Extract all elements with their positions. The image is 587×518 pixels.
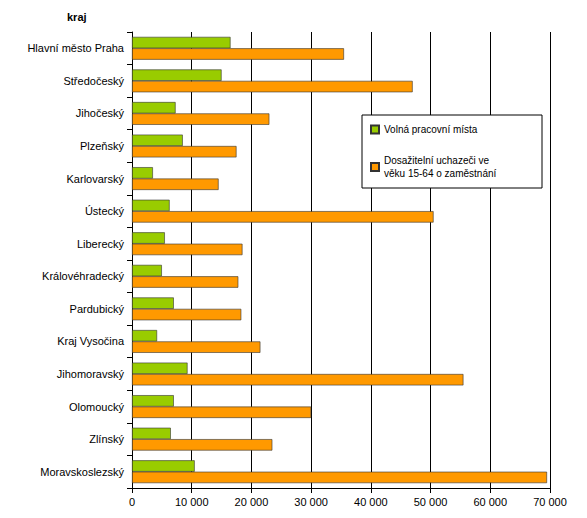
svg-text:Jihočeský: Jihočeský: [76, 107, 125, 119]
svg-text:70 000: 70 000: [533, 496, 567, 508]
svg-text:30 000: 30 000: [294, 496, 328, 508]
svg-text:0: 0: [129, 496, 135, 508]
svg-text:Olomoucký: Olomoucký: [69, 401, 125, 413]
svg-text:Ústecký: Ústecký: [85, 205, 125, 217]
svg-text:Volná pracovní místa: Volná pracovní místa: [384, 124, 478, 135]
svg-text:10 000: 10 000: [175, 496, 209, 508]
svg-text:60 000: 60 000: [473, 496, 507, 508]
svg-text:Středočeský: Středočeský: [63, 75, 124, 87]
svg-text:Moravskoslezský: Moravskoslezský: [40, 466, 124, 478]
svg-text:kraj: kraj: [67, 11, 87, 23]
svg-text:Kraj Vysočina: Kraj Vysočina: [57, 335, 125, 347]
svg-text:Dosažitelní uchazeči ve: Dosažitelní uchazeči ve: [384, 155, 492, 166]
svg-text:věku 15-64 o zaměstnání: věku 15-64 o zaměstnání: [384, 168, 497, 179]
svg-text:Královéhradecký: Královéhradecký: [42, 270, 124, 282]
svg-text:Zlínský: Zlínský: [89, 433, 124, 445]
svg-text:Pardubický: Pardubický: [70, 303, 125, 315]
svg-text:20 000: 20 000: [235, 496, 269, 508]
svg-text:50 000: 50 000: [414, 496, 448, 508]
svg-text:Jihomoravský: Jihomoravský: [57, 368, 125, 380]
svg-text:Plzeňský: Plzeňský: [80, 140, 125, 152]
svg-text:Liberecký: Liberecký: [77, 238, 125, 250]
svg-text:Hlavní město Praha: Hlavní město Praha: [27, 42, 124, 54]
svg-text:40 000: 40 000: [354, 496, 388, 508]
svg-text:Karlovarský: Karlovarský: [67, 173, 125, 185]
